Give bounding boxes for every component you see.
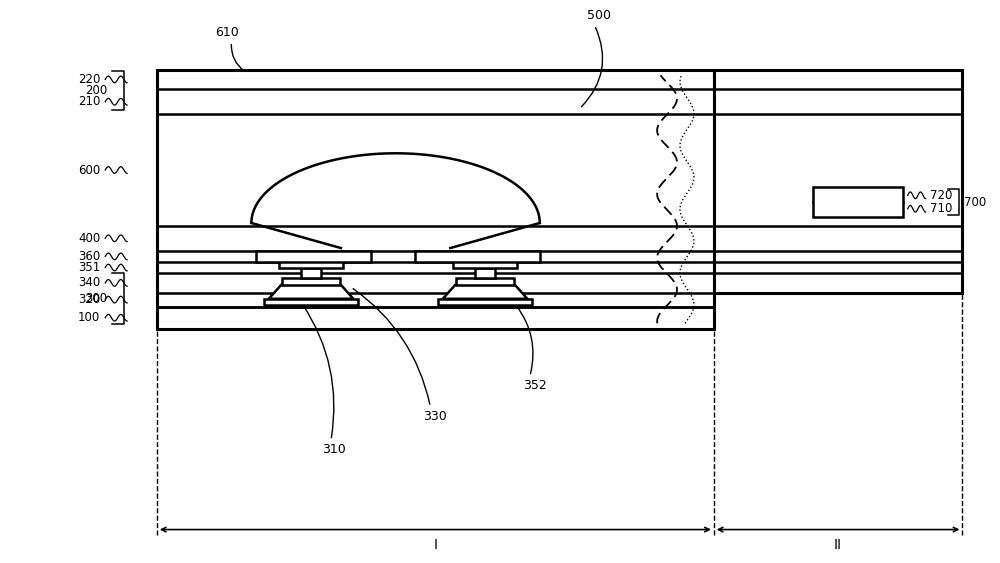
Text: 400: 400 [78,232,100,245]
Text: 330: 330 [423,410,447,423]
Text: 500: 500 [587,9,611,23]
Text: 100: 100 [78,311,100,324]
Text: II: II [834,538,842,552]
Text: 320: 320 [78,293,100,306]
Text: 310: 310 [322,443,346,456]
Polygon shape [443,285,527,299]
Text: 700: 700 [964,195,987,208]
Bar [438,299,532,306]
Text: 210: 210 [78,95,100,108]
Text: 710: 710 [930,202,952,215]
Bar [470,255,500,261]
Bar [714,70,962,293]
Text: 220: 220 [78,73,100,86]
Polygon shape [269,285,353,299]
Bar [813,187,903,217]
Bar [296,255,326,261]
Text: 720: 720 [930,189,952,202]
Bar [256,251,371,262]
Bar [301,267,321,278]
Text: 200: 200 [85,84,107,97]
Bar [415,251,540,262]
Bar [453,261,517,267]
Text: 351: 351 [78,261,100,274]
Text: 360: 360 [78,250,100,263]
Bar [282,278,340,285]
Bar [157,70,714,329]
Text: I: I [433,538,437,552]
Text: 340: 340 [78,276,100,289]
Text: 300: 300 [85,292,107,305]
Bar [475,267,495,278]
Text: 352: 352 [523,379,547,392]
Text: 600: 600 [78,163,100,177]
Bar [264,299,358,306]
Bar [279,261,343,267]
Bar [456,278,514,285]
Text: 610: 610 [215,26,238,39]
